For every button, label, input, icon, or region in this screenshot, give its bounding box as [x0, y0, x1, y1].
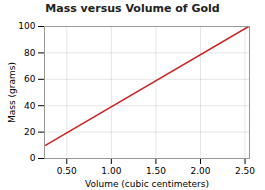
svg-text:60: 60: [24, 74, 36, 84]
svg-text:100: 100: [18, 21, 35, 31]
svg-text:2.50: 2.50: [235, 166, 255, 176]
svg-text:1.50: 1.50: [146, 166, 166, 176]
svg-text:2.00: 2.00: [190, 166, 210, 176]
svg-text:0: 0: [30, 153, 36, 163]
svg-text:80: 80: [24, 48, 36, 58]
html-text:Mass versus Volume of Gold: Mass versus Volume of Gold: [45, 2, 220, 15]
svg-text:1.00: 1.00: [101, 166, 121, 176]
svg-text:Volume (cubic centimeters): Volume (cubic centimeters): [85, 179, 209, 189]
svg-text:0.50: 0.50: [57, 166, 77, 176]
svg-text:40: 40: [24, 101, 36, 111]
svg-text:20: 20: [24, 127, 36, 137]
svg-text:Mass (grams): Mass (grams): [7, 62, 17, 123]
